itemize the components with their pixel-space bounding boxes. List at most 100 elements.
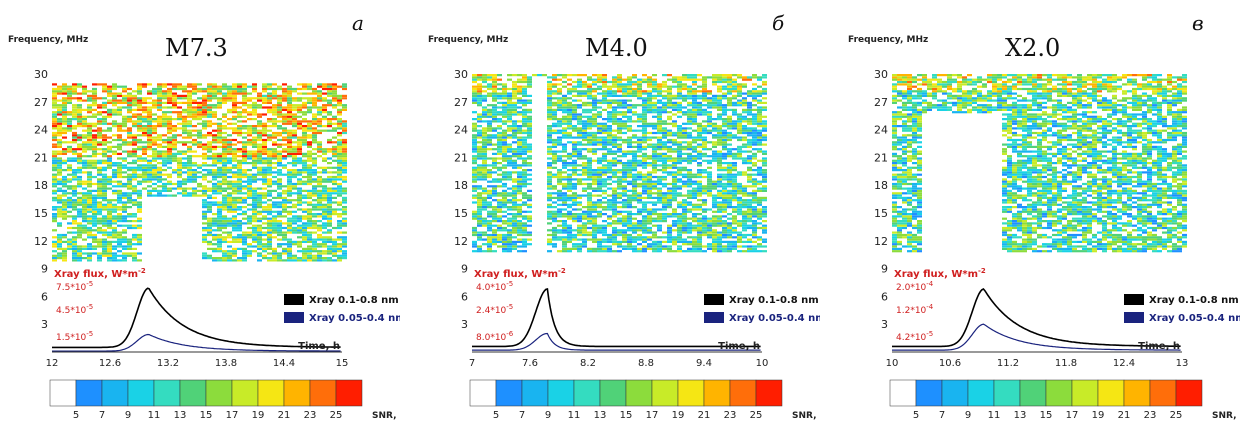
heatmap-cell <box>67 146 72 148</box>
heatmap-cell <box>212 93 217 95</box>
heatmap-cell <box>147 116 152 118</box>
heatmap-cell <box>472 178 477 180</box>
heatmap-cell <box>192 176 197 178</box>
heatmap-cell <box>322 167 327 169</box>
heatmap-cell <box>707 208 712 210</box>
heatmap-cell <box>157 90 162 92</box>
heatmap-cell <box>342 201 347 203</box>
heatmap-cell <box>157 83 162 85</box>
heatmap-cell <box>617 155 622 157</box>
heatmap-cell <box>307 234 312 236</box>
heatmap-cell <box>637 236 642 238</box>
heatmap-cell <box>232 130 237 132</box>
heatmap-cell <box>62 241 67 243</box>
heatmap-cell <box>712 241 717 243</box>
heatmap-cell <box>342 167 347 169</box>
heatmap-cell <box>242 259 247 261</box>
heatmap-cell <box>682 153 687 155</box>
heatmap-cell <box>267 211 272 213</box>
heatmap-cell <box>102 90 107 92</box>
heatmap-cell <box>652 160 657 162</box>
heatmap-cell <box>262 144 267 146</box>
heatmap-cell <box>72 148 77 150</box>
heatmap-cell <box>637 162 642 164</box>
heatmap-cell <box>327 139 332 141</box>
heatmap-cell <box>137 225 142 227</box>
heatmap-cell <box>87 195 92 197</box>
heatmap-cell <box>62 111 67 113</box>
heatmap-cell <box>557 155 562 157</box>
heatmap-cell <box>187 134 192 136</box>
heatmap-cell <box>342 83 347 85</box>
heatmap-cell <box>717 243 722 245</box>
heatmap-cell <box>632 241 637 243</box>
heatmap-cell <box>697 183 702 185</box>
heatmap-cell <box>557 151 562 153</box>
heatmap-cell <box>87 146 92 148</box>
heatmap-cell <box>587 171 592 173</box>
heatmap-cell <box>577 153 582 155</box>
heatmap-cell <box>67 185 72 187</box>
heatmap-cell <box>482 155 487 157</box>
heatmap-cell <box>642 236 647 238</box>
heatmap-cell <box>307 255 312 257</box>
heatmap-cell <box>747 162 752 164</box>
heatmap-cell <box>497 144 502 146</box>
heatmap-cell <box>672 241 677 243</box>
heatmap-cell <box>302 164 307 166</box>
heatmap-cell <box>57 106 62 108</box>
heatmap-cell <box>57 252 62 254</box>
heatmap-cell <box>697 218 702 220</box>
heatmap-cell <box>112 208 117 210</box>
heatmap-cell <box>562 243 567 245</box>
heatmap-cell <box>117 106 122 108</box>
heatmap-cell <box>487 174 492 176</box>
heatmap-cell <box>252 132 257 134</box>
heatmap-cell <box>102 245 107 247</box>
heatmap-cell <box>492 243 497 245</box>
heatmap-cell <box>482 169 487 171</box>
heatmap-cell <box>152 137 157 139</box>
heatmap-cell <box>332 183 337 185</box>
heatmap-cell <box>552 151 557 153</box>
heatmap-cell <box>202 164 207 166</box>
flux-tick-label: 7.5*10-5 <box>56 280 93 293</box>
heatmap-cell <box>497 178 502 180</box>
heatmap-cell <box>277 201 282 203</box>
heatmap-cell <box>487 157 492 159</box>
heatmap-cell <box>252 174 257 176</box>
heatmap-cell <box>107 250 112 252</box>
heatmap-cell <box>207 171 212 173</box>
heatmap-cell <box>607 171 612 173</box>
heatmap-cell <box>292 164 297 166</box>
heatmap-cell <box>82 171 87 173</box>
heatmap-cell <box>762 232 767 234</box>
heatmap-cell <box>127 176 132 178</box>
heatmap-cell <box>592 208 597 210</box>
heatmap-cell <box>717 153 722 155</box>
heatmap-cell <box>727 195 732 197</box>
heatmap-cell <box>662 201 667 203</box>
heatmap-cell <box>612 220 617 222</box>
heatmap-cell <box>162 86 167 88</box>
heatmap-cell <box>522 234 527 236</box>
heatmap-cell <box>67 95 72 97</box>
heatmap-cell <box>677 192 682 194</box>
heatmap-cell <box>742 188 747 190</box>
heatmap-cell <box>667 197 672 199</box>
heatmap-cell <box>617 144 622 146</box>
heatmap-cell <box>237 229 242 231</box>
heatmap-cell <box>647 183 652 185</box>
heatmap-cell <box>727 232 732 234</box>
heatmap-cell <box>307 241 312 243</box>
heatmap-cell <box>137 167 142 169</box>
heatmap-cell <box>192 86 197 88</box>
heatmap-cell <box>152 127 157 129</box>
heatmap-cell <box>307 146 312 148</box>
heatmap-cell <box>172 153 177 155</box>
heatmap-cell <box>217 218 222 220</box>
heatmap-cell <box>92 153 97 155</box>
heatmap-cell <box>502 190 507 192</box>
heatmap-cell <box>92 160 97 162</box>
heatmap-cell <box>627 197 632 199</box>
